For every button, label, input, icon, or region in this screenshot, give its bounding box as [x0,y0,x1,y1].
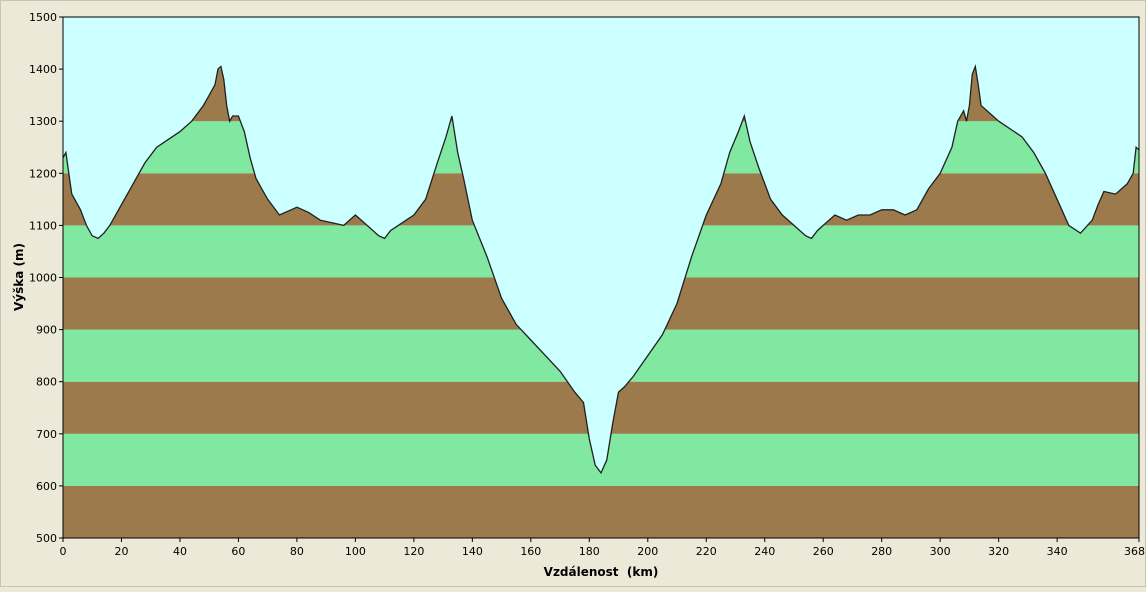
elevation-band [63,485,1139,538]
x-tick-label: 200 [637,545,658,558]
y-axis-title: Výška (m) [12,243,26,311]
y-axis: 500 600 700 800 900 1000 1100 1200 1300 1400 1500 [29,11,63,545]
x-tick-label: 80 [290,545,304,558]
y-tick-label: 1400 [29,63,57,76]
x-tick-label: 180 [579,545,600,558]
x-tick-label: 240 [754,545,775,558]
y-tick-label: 800 [36,376,57,389]
y-tick-label: 600 [36,480,57,493]
x-tick-label: 120 [403,545,424,558]
x-tick-label: 220 [696,545,717,558]
x-tick-label: 40 [173,545,187,558]
y-tick-label: 1000 [29,272,57,285]
y-tick-label: 1300 [29,115,57,128]
x-tick-label: 20 [114,545,128,558]
x-tick-label: 0 [60,545,67,558]
x-tick-label: 320 [988,545,1009,558]
y-tick-label: 1200 [29,167,57,180]
x-axis: 0 20 40 60 80 100 120 140 160 180 200 220 240 260 280 3… [60,538,1145,558]
x-tick-label: 300 [930,545,951,558]
y-tick-label: 1500 [29,11,57,24]
x-tick-label: 368 [1124,545,1145,558]
x-tick-label: 340 [1047,545,1068,558]
x-tick-label: 280 [871,545,892,558]
y-tick-label: 500 [36,532,57,545]
x-axis-title: Vzdálenost (km) [544,565,659,579]
x-tick-label: 100 [345,545,366,558]
y-tick-label: 1100 [29,219,57,232]
x-tick-label: 140 [462,545,483,558]
x-tick-label: 260 [813,545,834,558]
x-tick-label: 160 [520,545,541,558]
y-tick-label: 900 [36,324,57,337]
x-tick-label: 60 [231,545,245,558]
elevation-profile-line [63,64,1139,475]
y-tick-label: 700 [36,428,57,441]
